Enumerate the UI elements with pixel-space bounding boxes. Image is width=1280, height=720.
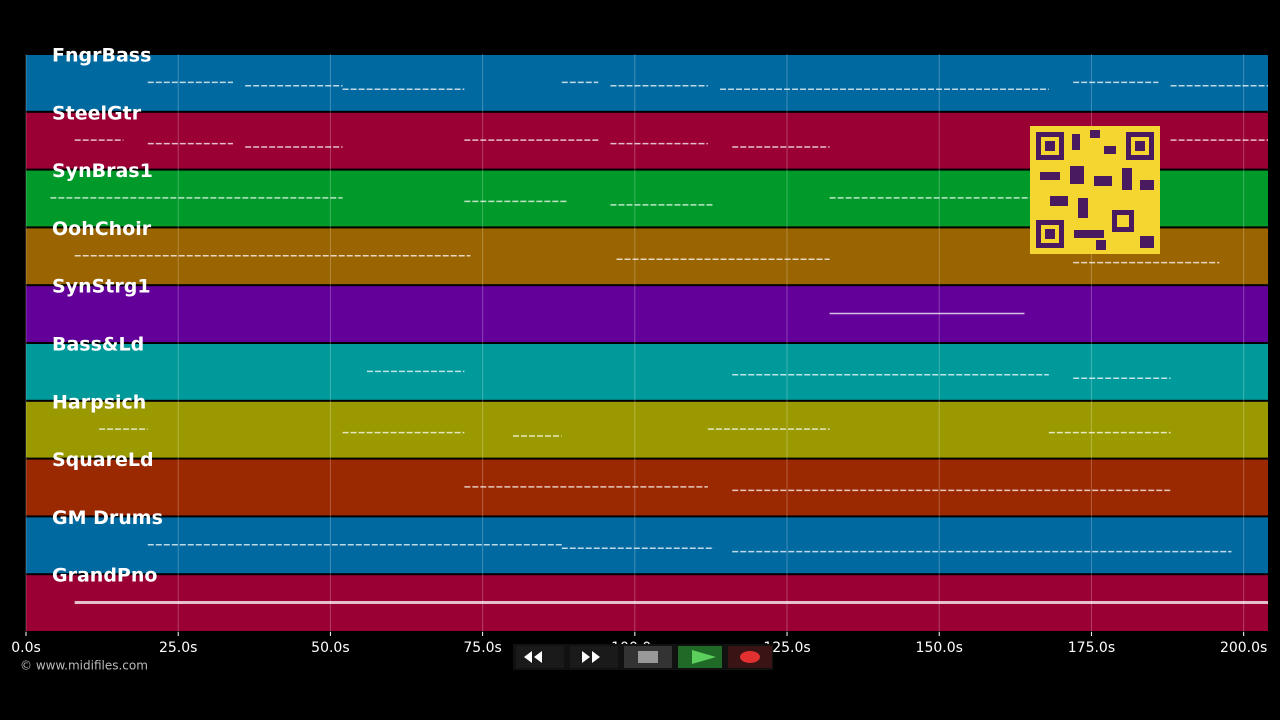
track-name: OohChoir: [52, 218, 152, 240]
track-name: GM Drums: [52, 507, 163, 529]
copyright: © www.midifiles.com: [20, 659, 148, 673]
grid: [25, 54, 1245, 632]
track-name: SynBras1: [52, 160, 153, 182]
play-button[interactable]: [678, 646, 722, 668]
time-axis: 0.0s25.0s50.0s75.0s100.0s125.0s150.0s175…: [11, 632, 1267, 656]
track-labels: FngrBass SteelGtr SynBras1 OohChoir SynStrg1…: [52, 45, 163, 587]
track-row: [26, 286, 1268, 342]
track-name: GrandPno: [52, 565, 157, 587]
x-tick-label: 200.0s: [1220, 640, 1267, 656]
track-row: [26, 401, 1268, 458]
track-name: SquareLd: [52, 449, 154, 471]
x-tick-label: 50.0s: [311, 640, 349, 656]
track-row: [26, 344, 1268, 400]
track-name: SynStrg1: [52, 276, 151, 298]
x-tick-label: 75.0s: [463, 640, 501, 656]
fast-forward-button[interactable]: [570, 646, 618, 668]
track-name: Harpsich: [52, 391, 146, 413]
x-tick-label: 125.0s: [763, 640, 810, 656]
track-name: Bass&Ld: [52, 334, 144, 356]
notes: [50, 81, 1268, 605]
track-name: FngrBass: [52, 45, 151, 67]
rewind-button[interactable]: [516, 646, 564, 668]
transport-controls: [513, 644, 773, 670]
x-tick-label: 25.0s: [159, 640, 197, 656]
record-button[interactable]: [728, 646, 772, 668]
x-tick-label: 0.0s: [11, 640, 41, 656]
stop-button[interactable]: [624, 646, 672, 668]
track-name: SteelGtr: [52, 102, 142, 124]
track-row: [26, 459, 1268, 516]
x-tick-label: 175.0s: [1068, 640, 1115, 656]
x-tick-label: 150.0s: [916, 640, 963, 656]
qr-code: [1030, 126, 1160, 254]
